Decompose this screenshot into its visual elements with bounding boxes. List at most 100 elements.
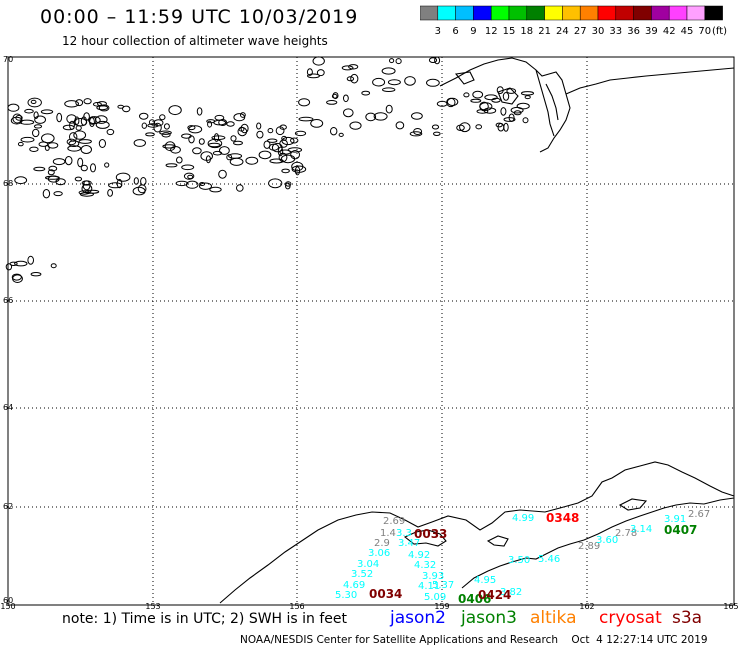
wave-height-label: 4.92 [408, 550, 430, 561]
ice-contour [74, 176, 83, 182]
legend-tick-label: 21 [538, 26, 551, 36]
legend-tick-label: 9 [470, 26, 476, 36]
ice-contour [472, 90, 484, 99]
ice-contour [281, 168, 290, 174]
ice-contour [45, 175, 60, 180]
ice-contour [98, 104, 110, 112]
ice-contour [20, 136, 35, 143]
ice-contour [446, 97, 459, 107]
latitude-label: 66 [3, 296, 13, 305]
wave-height-label: 1.4 [380, 528, 396, 539]
wave-height-label: 3.93 [422, 571, 444, 582]
legend-swatch [651, 5, 670, 21]
ice-contour [139, 112, 149, 120]
ice-contour [436, 100, 448, 107]
pass-time-label: 0348 [546, 511, 579, 525]
ice-contour [14, 176, 28, 185]
ice-contour [34, 115, 46, 124]
ice-contour [192, 147, 202, 155]
ice-contour [263, 140, 271, 149]
ice-contour [95, 115, 108, 124]
legend-tick-label: 45 [681, 26, 694, 36]
wave-height-label: 3.82 [500, 587, 522, 598]
ice-contour [69, 132, 78, 142]
ice-contour [148, 119, 156, 126]
ice-contour [161, 132, 171, 138]
ice-contour [316, 69, 325, 77]
ice-contour [108, 182, 123, 189]
ice-contour [62, 124, 75, 131]
ice-contour [522, 117, 529, 124]
ice-contour [133, 139, 147, 147]
ice-contour [73, 118, 88, 127]
ice-contour [188, 125, 203, 134]
ice-contour [122, 105, 131, 113]
ice-contour [500, 107, 507, 116]
legend-swatch [473, 5, 492, 21]
ice-contour [218, 169, 227, 179]
ice-contour [280, 154, 296, 164]
ice-contour [170, 146, 181, 154]
ice-contour [89, 117, 95, 128]
legend-swatch [455, 5, 474, 21]
page-title: 00:00 – 11:59 UTC 10/03/2019 [40, 6, 359, 28]
ice-contour [459, 122, 471, 133]
legend-swatch [686, 5, 706, 21]
ice-contour [115, 172, 131, 182]
wave-height-label: 5.09 [424, 592, 446, 603]
ice-contour [256, 130, 264, 139]
pass-time-label: 0033 [414, 527, 447, 541]
pass-time-label: 0034 [369, 587, 402, 601]
ice-contour [33, 124, 43, 129]
wave-height-label: 3.50 [508, 555, 530, 566]
ice-contour [348, 64, 359, 70]
ice-contour [24, 108, 34, 114]
satellite-label-s3a: s3a [672, 608, 703, 628]
ice-contour [475, 124, 483, 130]
ice-contour [373, 112, 388, 121]
wave-height-label: 5.37 [432, 580, 454, 591]
ice-contour [75, 99, 84, 107]
ice-contour [310, 119, 324, 128]
legend-tick-label: 12 [485, 26, 498, 36]
satellite-label-jason3: jason3 [461, 608, 517, 628]
ice-contour [187, 174, 194, 180]
ice-contour [64, 100, 79, 108]
ice-contour [411, 112, 423, 120]
ice-contour [15, 114, 23, 121]
longitude-label: 150 [0, 602, 15, 610]
ice-contour [106, 128, 115, 136]
ice-contour [307, 73, 320, 79]
ice-contour [240, 112, 246, 118]
ice-contour [187, 125, 196, 131]
ice-contour [338, 132, 344, 138]
ice-contour [212, 150, 223, 156]
wave-height-label: 4.32 [414, 560, 436, 571]
ice-contour [502, 92, 510, 101]
legend-swatch [544, 5, 563, 21]
ice-contour [207, 120, 213, 128]
ice-contour [181, 164, 195, 171]
ice-contour [269, 158, 284, 164]
ice-contour [524, 95, 531, 100]
latitude-labels: 70 68 66 64 62 60 [3, 55, 13, 605]
ice-contour [80, 145, 93, 154]
ice-contour [78, 190, 91, 195]
ice-contour [294, 130, 307, 137]
legend-tick-label: 70 [698, 26, 711, 36]
ice-contour [14, 260, 28, 267]
ice-contour [7, 103, 20, 112]
wave-height-labels: 2.691.42.9 3.33.47 3.063.043.524.695.30 4.9… [335, 509, 710, 603]
legend-tick-label: 30 [592, 26, 605, 36]
ice-contour [47, 142, 59, 149]
pass-time-label: 0406 [458, 592, 491, 606]
wave-height-label: 3.06 [368, 548, 390, 559]
ice-contour [30, 99, 37, 105]
ice-contour [205, 155, 211, 164]
wave-height-label: 2.89 [578, 541, 600, 552]
ice-contour [196, 107, 203, 116]
ice-contour [516, 102, 530, 110]
ice-contour [395, 121, 405, 130]
wave-height-label: 3.47 [398, 538, 420, 549]
